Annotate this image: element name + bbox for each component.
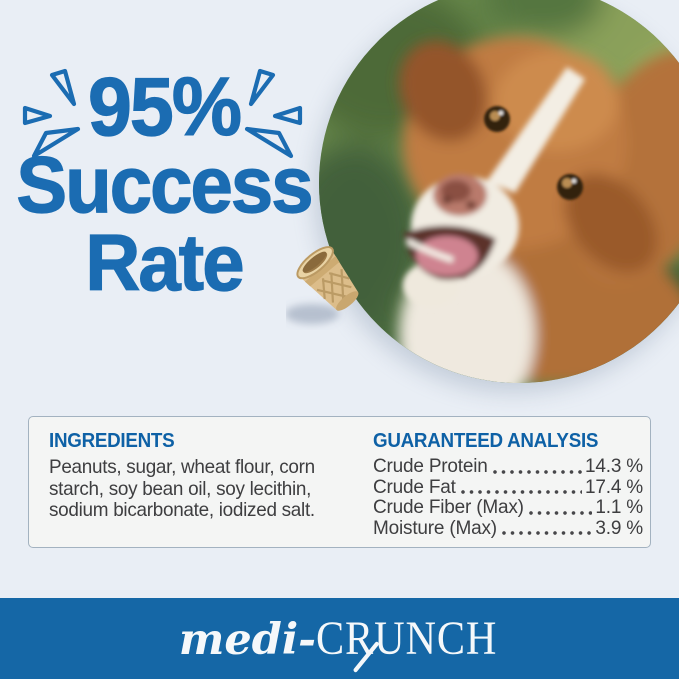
analysis-label: Crude Protein (373, 456, 488, 477)
analysis-value: 1.1 % (595, 497, 643, 518)
analysis-row: Crude Protein 14.3 % (373, 456, 643, 478)
emphasis-sparks-right-icon (244, 68, 303, 159)
analysis-row: Moisture (Max) 3.9 % (373, 517, 643, 540)
leader-dots (460, 489, 583, 495)
analysis-value: 14.3 % (585, 456, 643, 477)
ingredients-line: Peanuts, sugar, wheat flour, corn (49, 456, 315, 478)
headline-line-3: Rate (85, 218, 245, 307)
ingredients-section: INGREDIENTS Peanuts, sugar, wheat flour,… (49, 430, 353, 547)
brand-suffix-text: CRUNCH (316, 612, 498, 665)
leader-dots (528, 509, 593, 516)
analysis-label: Crude Fat (373, 476, 456, 498)
ingredients-heading: INGREDIENTS (49, 430, 175, 452)
waffle-cone-icon (285, 246, 359, 324)
analysis-label: Crude Fiber (Max) (373, 497, 524, 518)
brand-suffix: CRUNCH (316, 611, 498, 673)
headline-line-2: Success (16, 140, 314, 229)
leader-dots (492, 468, 583, 475)
analysis-row: Crude Fat 17.4 % (373, 476, 643, 499)
brand-bar: medi- CRUNCH (0, 598, 679, 679)
brand-logo: medi- CRUNCH (178, 611, 500, 673)
leader-dots (501, 530, 593, 536)
emphasis-sparks-left-icon (22, 68, 81, 159)
treat-cone-image (285, 228, 378, 330)
headline: 95% Success Rate (8, 60, 320, 307)
headline-line-1: 95% (87, 60, 242, 153)
guaranteed-analysis-section: GUARANTEED ANALYSIS Crude Protein 14.3 %… (373, 430, 643, 547)
info-panel: INGREDIENTS Peanuts, sugar, wheat flour,… (28, 416, 651, 548)
guaranteed-analysis-heading: GUARANTEED ANALYSIS (373, 430, 599, 452)
ingredients-line: starch, soy bean oil, soy lecithin, (49, 477, 312, 500)
rx-leg-flourish-icon (353, 641, 379, 673)
analysis-value: 3.9 % (595, 517, 643, 539)
analysis-row: Crude Fiber (Max) 1.1 % (373, 497, 643, 519)
ingredients-line: sodium bicarbonate, iodized salt. (49, 499, 315, 521)
brand-prefix: medi- (178, 615, 317, 665)
analysis-label: Moisture (Max) (373, 517, 497, 539)
analysis-value: 17.4 % (585, 476, 643, 498)
